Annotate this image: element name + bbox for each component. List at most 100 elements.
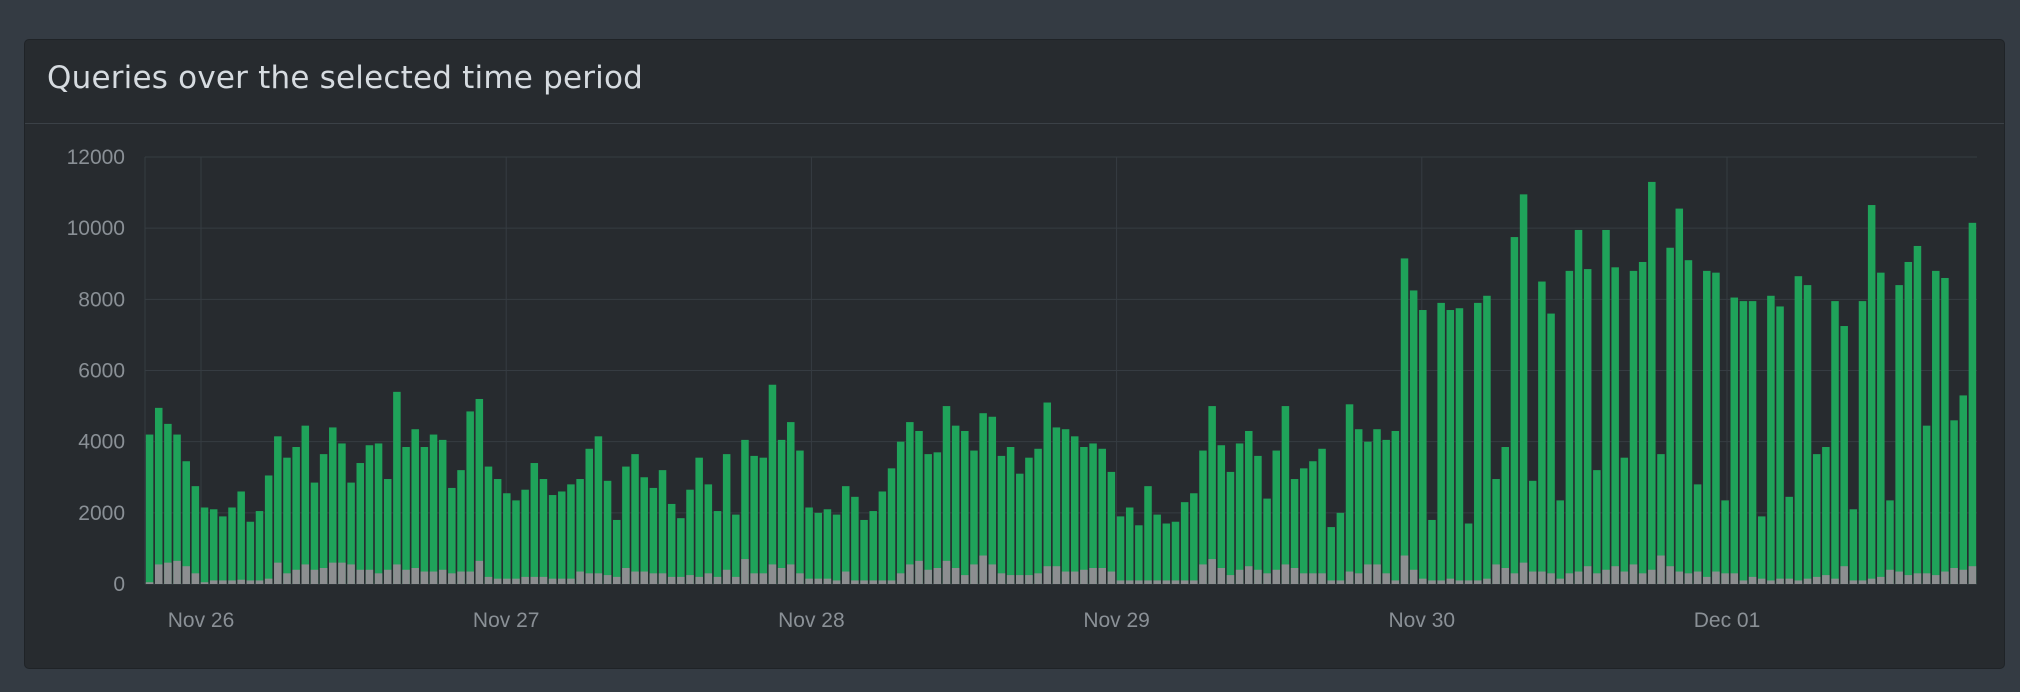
bar-subset[interactable] bbox=[1125, 580, 1134, 584]
bar-total[interactable] bbox=[576, 479, 584, 584]
bar-subset[interactable] bbox=[1648, 569, 1656, 584]
bar-subset[interactable] bbox=[1455, 580, 1464, 584]
bar-total[interactable] bbox=[1153, 514, 1161, 584]
bar-subset[interactable] bbox=[1235, 569, 1244, 584]
bar-total[interactable] bbox=[1171, 521, 1180, 584]
bar-total[interactable] bbox=[429, 434, 438, 584]
bar-subset[interactable] bbox=[154, 564, 163, 584]
bar-subset[interactable] bbox=[1776, 578, 1784, 584]
bar-subset[interactable] bbox=[1812, 576, 1821, 584]
bar-subset[interactable] bbox=[1538, 571, 1546, 584]
bar-total[interactable] bbox=[1373, 429, 1381, 584]
bar-subset[interactable] bbox=[1638, 573, 1647, 584]
bar-subset[interactable] bbox=[906, 564, 914, 584]
bar-total[interactable] bbox=[1913, 245, 1922, 584]
bar-subset[interactable] bbox=[319, 567, 328, 584]
bar-total[interactable] bbox=[1089, 443, 1097, 584]
bar-total[interactable] bbox=[1419, 310, 1427, 584]
bar-total[interactable] bbox=[1336, 512, 1345, 584]
bar-subset[interactable] bbox=[1052, 566, 1061, 584]
bar-subset[interactable] bbox=[466, 571, 474, 584]
bar-subset[interactable] bbox=[1080, 569, 1088, 584]
bar-subset[interactable] bbox=[438, 569, 447, 584]
bar-subset[interactable] bbox=[576, 571, 584, 584]
bar-total[interactable] bbox=[329, 427, 337, 584]
bar-total[interactable] bbox=[1574, 229, 1583, 584]
bar-total[interactable] bbox=[1657, 454, 1665, 584]
bar-total[interactable] bbox=[1877, 272, 1885, 584]
bar-subset[interactable] bbox=[1290, 567, 1299, 584]
bar-total[interactable] bbox=[1217, 445, 1226, 584]
bar-total[interactable] bbox=[777, 439, 786, 584]
bar-total[interactable] bbox=[383, 479, 392, 584]
bar-subset[interactable] bbox=[878, 580, 887, 584]
bar-total[interactable] bbox=[1538, 281, 1546, 584]
bar-subset[interactable] bbox=[1858, 580, 1867, 584]
bar-subset[interactable] bbox=[796, 573, 804, 584]
bar-subset[interactable] bbox=[1602, 569, 1610, 584]
bar-total[interactable] bbox=[1629, 270, 1638, 584]
bar-subset[interactable] bbox=[1135, 580, 1143, 584]
bar-total[interactable] bbox=[915, 430, 923, 584]
bar-subset[interactable] bbox=[823, 578, 832, 584]
bar-total[interactable] bbox=[393, 391, 401, 584]
bar-total[interactable] bbox=[558, 491, 566, 584]
bar-subset[interactable] bbox=[228, 580, 236, 584]
bar-total[interactable] bbox=[338, 443, 346, 584]
bar-subset[interactable] bbox=[1675, 571, 1684, 584]
bar-total[interactable] bbox=[1831, 301, 1839, 584]
bar-total[interactable] bbox=[1510, 237, 1519, 584]
bar-subset[interactable] bbox=[942, 560, 951, 584]
bar-subset[interactable] bbox=[1913, 573, 1922, 584]
bar-subset[interactable] bbox=[1657, 555, 1665, 584]
bar-subset[interactable] bbox=[1932, 575, 1940, 584]
bar-total[interactable] bbox=[860, 519, 868, 584]
bar-subset[interactable] bbox=[951, 567, 960, 584]
bar-total[interactable] bbox=[1299, 468, 1308, 584]
bar-subset[interactable] bbox=[1510, 573, 1519, 584]
bar-total[interactable] bbox=[255, 511, 264, 584]
bar-total[interactable] bbox=[1748, 301, 1757, 584]
bar-total[interactable] bbox=[686, 489, 694, 584]
bar-subset[interactable] bbox=[787, 564, 795, 584]
bar-subset[interactable] bbox=[805, 578, 813, 584]
bar-total[interactable] bbox=[1070, 436, 1079, 584]
bar-subset[interactable] bbox=[1877, 576, 1885, 584]
bar-total[interactable] bbox=[219, 516, 227, 584]
bar-subset[interactable] bbox=[970, 564, 978, 584]
bar-subset[interactable] bbox=[237, 579, 245, 584]
bar-total[interactable] bbox=[1675, 208, 1684, 584]
bar-total[interactable] bbox=[1135, 525, 1143, 584]
bar-subset[interactable] bbox=[1190, 580, 1198, 584]
bar-total[interactable] bbox=[851, 496, 859, 584]
bar-subset[interactable] bbox=[1950, 567, 1958, 584]
bar-total[interactable] bbox=[997, 455, 1006, 584]
bar-subset[interactable] bbox=[1364, 564, 1372, 584]
bar-subset[interactable] bbox=[1006, 575, 1015, 584]
bar-total[interactable] bbox=[1886, 500, 1894, 584]
bar-subset[interactable] bbox=[594, 573, 603, 584]
bar-subset[interactable] bbox=[264, 578, 273, 584]
bar-total[interactable] bbox=[1602, 229, 1610, 584]
bar-total[interactable] bbox=[1199, 450, 1207, 584]
bar-total[interactable] bbox=[1190, 493, 1198, 584]
bar-subset[interactable] bbox=[1336, 580, 1345, 584]
bar-subset[interactable] bbox=[1208, 559, 1216, 584]
bar-subset[interactable] bbox=[1180, 580, 1189, 584]
bar-subset[interactable] bbox=[814, 578, 823, 584]
bar-total[interactable] bbox=[466, 411, 474, 584]
bar-subset[interactable] bbox=[145, 582, 154, 584]
bar-subset[interactable] bbox=[182, 566, 190, 584]
bar-total[interactable] bbox=[365, 445, 374, 584]
bar-total[interactable] bbox=[658, 470, 667, 584]
bar-total[interactable] bbox=[1226, 471, 1235, 584]
bar-subset[interactable] bbox=[1666, 566, 1674, 584]
bar-subset[interactable] bbox=[1025, 575, 1033, 584]
bar-total[interactable] bbox=[1180, 502, 1189, 584]
bar-subset[interactable] bbox=[1318, 573, 1326, 584]
bar-subset[interactable] bbox=[1840, 566, 1848, 584]
bar-subset[interactable] bbox=[374, 573, 383, 584]
bar-total[interactable] bbox=[1061, 429, 1070, 584]
bar-subset[interactable] bbox=[979, 555, 987, 584]
bar-total[interactable] bbox=[310, 482, 319, 584]
